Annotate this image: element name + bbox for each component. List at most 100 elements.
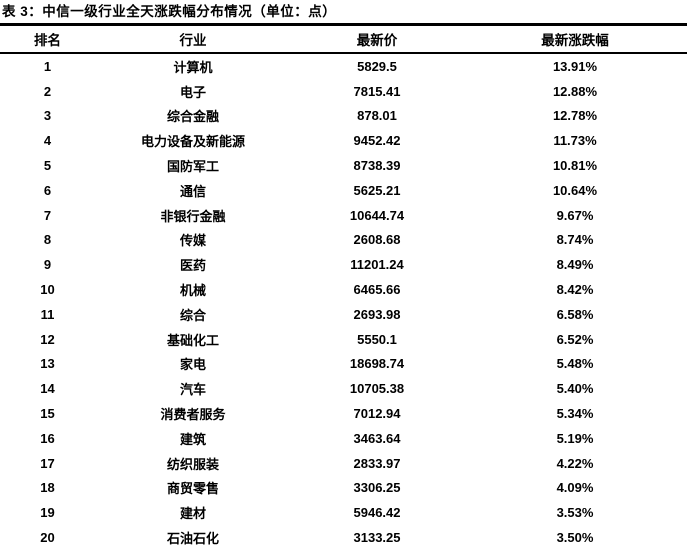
- cell-rank: 2: [43, 83, 52, 99]
- table-row: 12 基础化工 5550.1 6.52%: [0, 327, 687, 352]
- cell-latest-price: 10705.38: [349, 381, 405, 397]
- cell-latest-change: 6.58%: [556, 306, 594, 322]
- table-header-row: 排名 行业 最新价 最新涨跌幅: [0, 26, 687, 52]
- cell-rank: 3: [43, 108, 52, 124]
- cell-rank: 18: [40, 480, 55, 496]
- table-row: 8 传媒 2608.68 8.74%: [0, 228, 687, 253]
- cell-rank: 19: [40, 505, 55, 521]
- title-divider-line: [0, 23, 687, 26]
- cell-industry: 非银行金融: [160, 208, 226, 224]
- cell-latest-price: 7012.94: [353, 406, 401, 422]
- table-title: 表 3：中信一级行业全天涨跌幅分布情况（单位：点）: [2, 4, 337, 19]
- cell-industry: 家电: [179, 357, 206, 373]
- cell-industry: 综合金融: [166, 109, 219, 125]
- cell-latest-change: 6.52%: [556, 331, 594, 347]
- cell-latest-change: 3.53%: [556, 505, 594, 521]
- cell-industry: 传媒: [179, 233, 206, 249]
- cell-latest-change: 5.19%: [556, 430, 594, 446]
- cell-latest-price: 5550.1: [357, 331, 397, 347]
- cell-latest-price: 7815.41: [353, 83, 401, 99]
- header-rank: 排名: [34, 33, 61, 48]
- cell-latest-price: 878.01: [357, 108, 397, 124]
- cell-industry: 纺织服装: [166, 456, 219, 472]
- cell-latest-change: 12.88%: [552, 83, 598, 99]
- cell-latest-price: 5625.21: [353, 182, 401, 198]
- cell-rank: 12: [40, 331, 55, 347]
- cell-industry: 电力设备及新能源: [140, 134, 245, 150]
- cell-latest-change: 8.74%: [556, 232, 594, 248]
- cell-latest-price: 11201.24: [350, 257, 404, 273]
- cell-latest-price: 2693.98: [353, 306, 401, 322]
- header-divider-line: [0, 52, 687, 54]
- cell-rank: 13: [40, 356, 55, 372]
- cell-industry: 计算机: [173, 59, 213, 75]
- cell-rank: 9: [43, 257, 52, 273]
- header-latest-change: 最新涨跌幅: [541, 33, 609, 48]
- table-row: 17 纺织服装 2833.97 4.22%: [0, 451, 687, 476]
- table-row: 16 建筑 3463.64 5.19%: [0, 426, 687, 451]
- cell-latest-change: 11.73%: [553, 133, 597, 149]
- cell-industry: 商贸零售: [166, 481, 219, 497]
- cell-rank: 8: [43, 232, 52, 248]
- cell-latest-price: 5829.5: [357, 58, 397, 74]
- cell-industry: 国防军工: [166, 159, 219, 175]
- cell-industry: 电子: [179, 84, 206, 100]
- cell-latest-change: 13.91%: [552, 58, 598, 74]
- table-row: 9 医药 11201.24 8.49%: [0, 252, 687, 277]
- header-latest-price: 最新价: [356, 33, 398, 48]
- cell-latest-change: 8.49%: [556, 257, 594, 273]
- cell-rank: 14: [40, 381, 55, 397]
- cell-industry: 石油石化: [166, 531, 219, 547]
- cell-latest-price: 5946.42: [353, 505, 401, 521]
- cell-latest-price: 2608.68: [353, 232, 401, 248]
- cell-latest-change: 4.22%: [556, 455, 594, 471]
- cell-latest-price: 10644.74: [349, 207, 405, 223]
- cell-rank: 20: [40, 530, 55, 546]
- table-row: 1 计算机 5829.5 13.91%: [0, 54, 687, 79]
- cell-industry: 消费者服务: [160, 407, 226, 423]
- cell-latest-change: 8.42%: [556, 282, 594, 298]
- cell-latest-change: 9.67%: [556, 207, 594, 223]
- cell-industry: 医药: [179, 258, 206, 274]
- table-row: 14 汽车 10705.38 5.40%: [0, 376, 687, 401]
- cell-rank: 15: [40, 406, 55, 422]
- cell-industry: 基础化工: [166, 332, 219, 348]
- cell-latest-change: 10.64%: [552, 182, 598, 198]
- table-row: 4 电力设备及新能源 9452.42 11.73%: [0, 128, 687, 153]
- table-row: 19 建材 5946.42 3.53%: [0, 500, 687, 525]
- cell-latest-price: 18698.74: [349, 356, 405, 372]
- cell-latest-change: 5.40%: [556, 381, 594, 397]
- cell-latest-change: 3.50%: [556, 530, 594, 546]
- cell-latest-price: 2833.97: [353, 455, 401, 471]
- cell-rank: 16: [40, 430, 55, 446]
- cell-industry: 建材: [179, 506, 206, 522]
- table-row: 7 非银行金融 10644.74 9.67%: [0, 203, 687, 228]
- table-row: 6 通信 5625.21 10.64%: [0, 178, 687, 203]
- table-row: 13 家电 18698.74 5.48%: [0, 352, 687, 377]
- cell-latest-price: 9452.42: [353, 133, 401, 149]
- cell-latest-price: 3306.25: [353, 480, 401, 496]
- table-row: 5 国防军工 8738.39 10.81%: [0, 153, 687, 178]
- cell-rank: 7: [43, 207, 52, 223]
- table-row: 2 电子 7815.41 12.88%: [0, 79, 687, 104]
- table-row: 20 石油石化 3133.25 3.50%: [0, 525, 687, 550]
- cell-industry: 通信: [179, 183, 206, 199]
- cell-latest-change: 4.09%: [556, 480, 594, 496]
- cell-rank: 1: [43, 58, 52, 74]
- table-row: 15 消费者服务 7012.94 5.34%: [0, 401, 687, 426]
- cell-industry: 建筑: [179, 431, 206, 447]
- table-row: 11 综合 2693.98 6.58%: [0, 302, 687, 327]
- cell-latest-price: 3463.64: [353, 430, 401, 446]
- cell-latest-change: 12.78%: [552, 108, 598, 124]
- cell-industry: 汽车: [179, 382, 206, 398]
- cell-latest-price: 6465.66: [353, 282, 401, 298]
- table-row: 10 机械 6465.66 8.42%: [0, 277, 687, 302]
- table-row: 3 综合金融 878.01 12.78%: [0, 104, 687, 129]
- cell-rank: 4: [43, 133, 52, 149]
- cell-rank: 10: [40, 282, 55, 298]
- cell-rank: 17: [40, 455, 55, 471]
- cell-rank: 5: [43, 158, 52, 174]
- cell-latest-change: 10.81%: [552, 158, 598, 174]
- cell-latest-change: 5.34%: [556, 406, 594, 422]
- table-row: 18 商贸零售 3306.25 4.09%: [0, 476, 687, 501]
